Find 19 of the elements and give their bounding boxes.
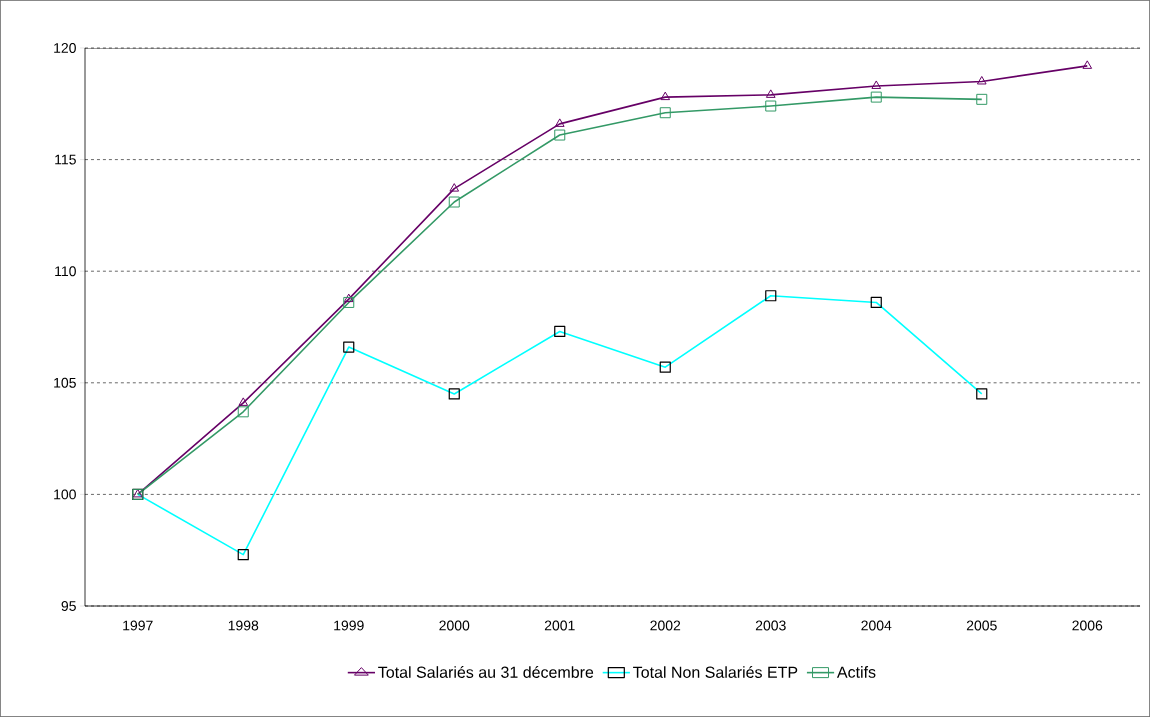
x-tick-label: 2005 (966, 620, 997, 631)
y-tick-label: 120 (54, 43, 76, 53)
y-tick-label: 110 (55, 266, 76, 277)
legend-label: Total Non Salariés ETP (633, 665, 798, 678)
x-tick-label: 1999 (334, 620, 364, 631)
x-tick-label: 1997 (123, 620, 153, 631)
x-tick-label: 2003 (755, 620, 786, 631)
legend-label: Total Salariés au 31 décembre (378, 665, 594, 678)
y-tick-label: 105 (54, 377, 76, 388)
x-tick-label: 2001 (544, 620, 575, 631)
x-tick-label: 2006 (1072, 620, 1103, 631)
y-tick-label: 95 (61, 601, 76, 611)
y-tick-label: 115 (55, 154, 76, 165)
legend-label: Actifs (836, 666, 876, 678)
x-tick-label: 2000 (439, 620, 470, 631)
x-tick-label: 2002 (650, 620, 681, 631)
x-tick-label: 2004 (861, 620, 892, 631)
x-tick-label: 1998 (228, 620, 259, 631)
y-tick-label: 100 (54, 489, 76, 500)
